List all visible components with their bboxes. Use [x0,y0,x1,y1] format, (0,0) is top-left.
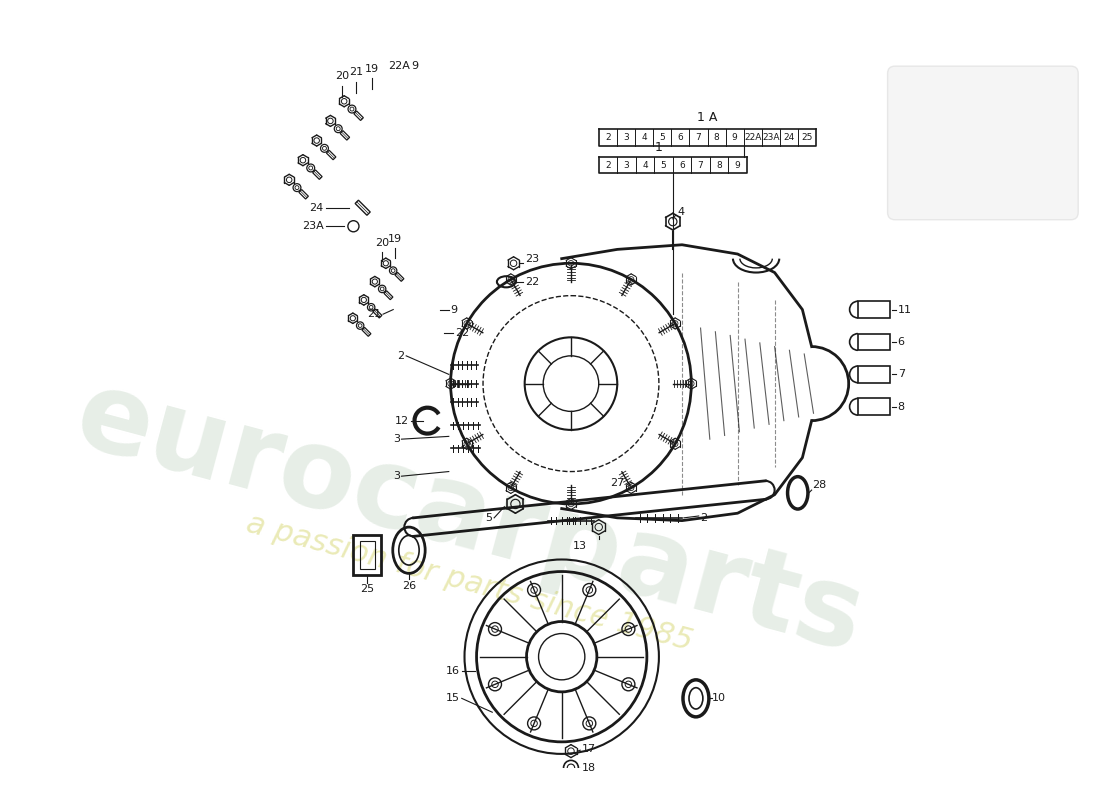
Bar [858,398,890,415]
Text: 11: 11 [898,305,912,314]
Text: 28: 28 [812,481,826,490]
Bar [858,366,890,382]
Text: 10: 10 [712,694,726,703]
Text: 9: 9 [410,61,418,70]
Text: 3: 3 [393,434,399,444]
Text: 24: 24 [309,202,323,213]
Text: 15: 15 [446,694,460,703]
Text: 22: 22 [455,328,470,338]
Text: 7: 7 [695,133,702,142]
Bar [858,334,890,350]
Text: 8: 8 [716,161,722,170]
Text: 21: 21 [367,309,382,319]
Text: 9: 9 [732,133,738,142]
Text: a passion for parts since 1985: a passion for parts since 1985 [243,509,695,656]
Text: 26: 26 [402,581,416,590]
Text: 4: 4 [641,133,647,142]
Text: 6: 6 [678,133,683,142]
Text: 20: 20 [375,238,389,247]
Text: 20: 20 [336,71,350,81]
Text: 19: 19 [388,234,403,244]
Text: 2: 2 [701,513,707,523]
Text: 25: 25 [360,585,374,594]
Bar [360,541,375,569]
Text: 3: 3 [393,471,399,481]
Text: 7: 7 [898,370,905,379]
Text: 6: 6 [679,161,685,170]
Text: 5: 5 [485,513,493,523]
Text: 9: 9 [451,305,458,314]
Text: eurocarparts: eurocarparts [64,362,874,674]
Text: 18: 18 [582,762,596,773]
Text: 8: 8 [714,133,719,142]
Text: 7: 7 [697,161,703,170]
Text: 9: 9 [735,161,740,170]
Text: 22A: 22A [387,61,409,70]
Text: 8: 8 [898,402,905,412]
Text: 6: 6 [898,337,904,347]
Text: 16: 16 [446,666,460,675]
Text: 4: 4 [642,161,648,170]
Text: 19: 19 [365,63,380,74]
Text: 1: 1 [654,141,663,154]
Text: 23: 23 [525,254,539,264]
Text: 3: 3 [623,133,629,142]
Text: 2: 2 [397,351,405,361]
Text: 13: 13 [573,541,587,551]
Text: 2: 2 [605,161,610,170]
Text: 22A: 22A [744,133,761,142]
Text: 21: 21 [349,67,363,78]
Text: 2: 2 [605,133,610,142]
Text: 22: 22 [525,277,539,286]
Text: 5: 5 [661,161,667,170]
Text: 23A: 23A [302,222,323,231]
Text: 17: 17 [582,744,596,754]
Text: 3: 3 [624,161,629,170]
Text: 23A: 23A [762,133,780,142]
Text: 4: 4 [678,207,684,218]
Text: 1 A: 1 A [697,111,717,125]
Text: 25: 25 [802,133,813,142]
Bar [353,534,382,575]
Text: 24: 24 [783,133,794,142]
Text: 12: 12 [395,416,409,426]
Text: 27: 27 [610,478,625,488]
Text: 5: 5 [659,133,666,142]
Bar [858,302,890,318]
FancyBboxPatch shape [888,66,1078,220]
